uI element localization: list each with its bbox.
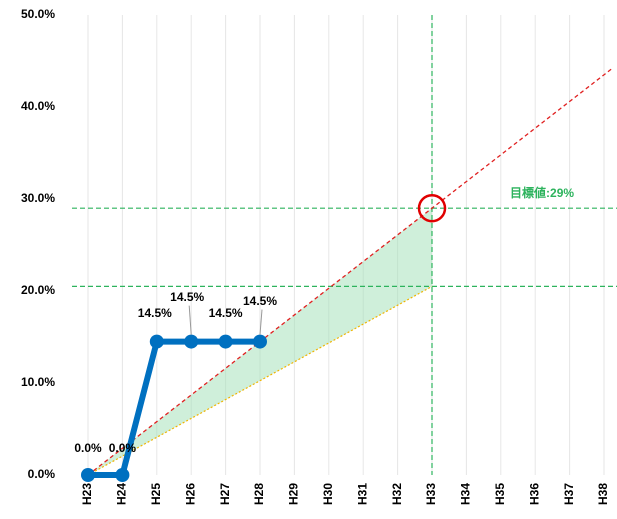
x-tick-label: H36	[527, 483, 541, 505]
target-label-sep: :	[546, 186, 550, 200]
leader-line	[188, 305, 192, 335]
x-tick-label: H34	[459, 483, 473, 505]
data-label: 14.5%	[209, 306, 243, 320]
x-tick-label: H30	[321, 483, 335, 505]
data-label: 14.5%	[243, 294, 277, 308]
y-tick-label: 50.0%	[21, 7, 55, 21]
data-point	[115, 468, 130, 482]
data-label: 14.5%	[170, 290, 204, 304]
data-label: 0.0%	[74, 441, 102, 455]
lower-trend	[87, 285, 433, 476]
x-tick-label: H35	[493, 483, 507, 505]
x-tick-label: H33	[424, 483, 438, 505]
target-circle	[417, 193, 447, 223]
data-point	[253, 334, 267, 349]
x-tick-label: H23	[80, 483, 94, 505]
x-tick-label: H24	[115, 483, 129, 505]
target-label: 目標値:29%	[510, 185, 574, 200]
target-trend	[87, 68, 613, 476]
x-tick-label: H28	[252, 483, 266, 505]
y-tick-label: 40.0%	[21, 99, 55, 113]
y-tick-label: 0.0%	[28, 467, 56, 481]
data-label: 14.5%	[138, 306, 172, 320]
y-tick-label: 30.0%	[21, 191, 55, 205]
x-tick-label: H25	[149, 483, 163, 505]
x-tick-label: H26	[183, 483, 197, 505]
data-point	[81, 468, 95, 482]
target-label-text: 目標値	[510, 185, 546, 200]
data-point	[218, 334, 233, 349]
x-tick-label: H32	[390, 483, 404, 505]
target-band	[88, 208, 432, 475]
x-tick-label: H38	[596, 483, 610, 505]
target-label-value: 29%	[550, 186, 574, 200]
y-tick-label: 10.0%	[21, 375, 55, 389]
x-tick-label: H37	[562, 483, 576, 505]
data-point	[149, 334, 164, 349]
y-tick-label: 20.0%	[21, 283, 55, 297]
x-tick-label: H29	[287, 483, 301, 505]
x-tick-label: H31	[355, 483, 369, 505]
data-label: 0.0%	[109, 441, 137, 455]
data-point	[184, 334, 199, 349]
x-tick-label: H27	[218, 483, 232, 505]
leader-line	[259, 309, 263, 335]
